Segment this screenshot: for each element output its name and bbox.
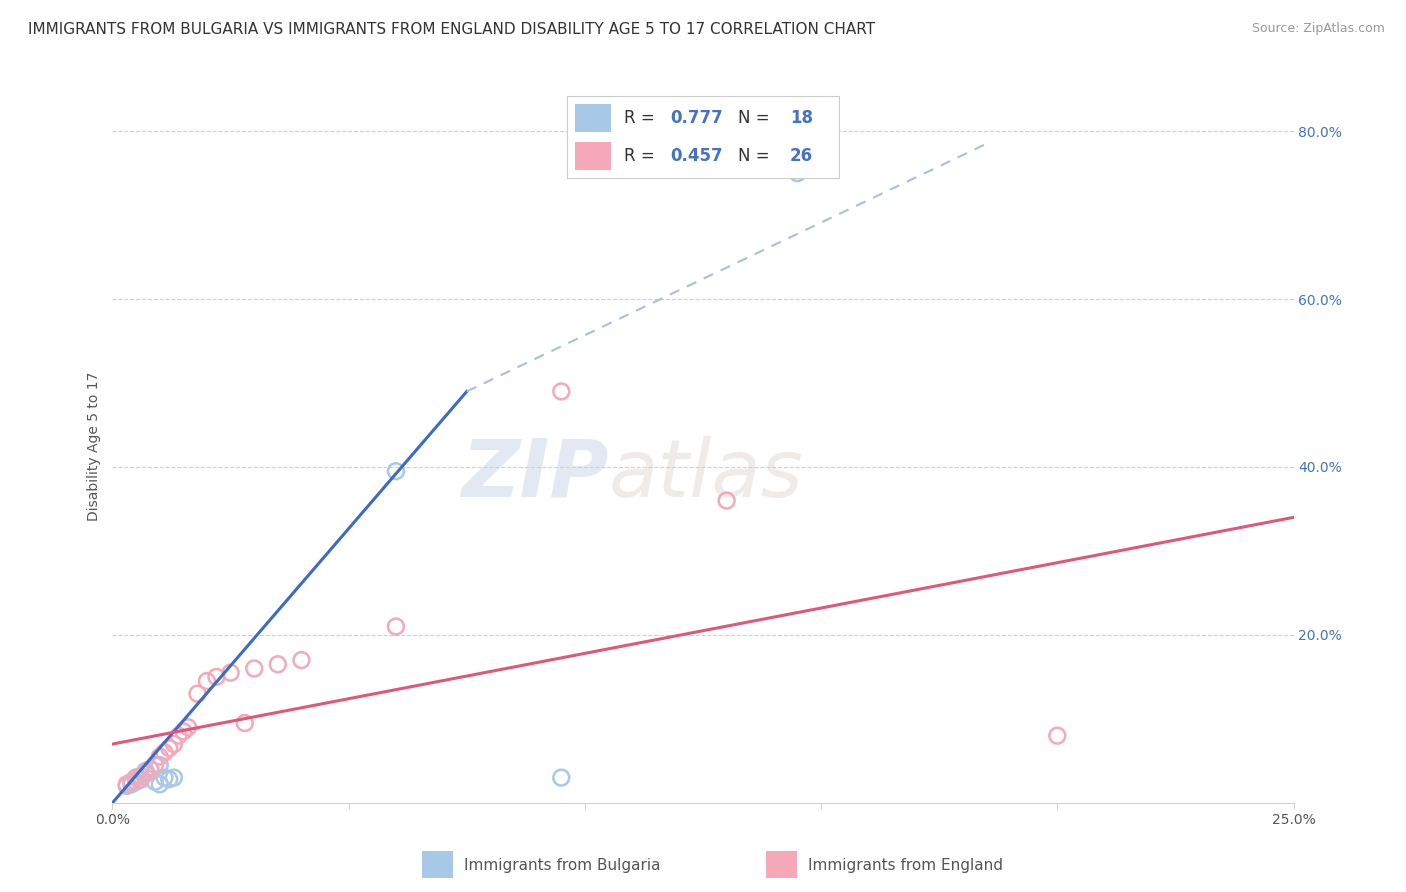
Point: [167, 729, 190, 743]
Point: [267, 657, 290, 672]
Point: [1046, 729, 1069, 743]
Point: [157, 772, 180, 787]
Point: [125, 771, 148, 785]
Point: [153, 771, 176, 785]
Point: [195, 674, 218, 689]
Point: [115, 779, 138, 793]
Point: [157, 741, 180, 756]
Point: [163, 737, 186, 751]
Point: [243, 661, 266, 675]
Point: [786, 166, 808, 180]
Point: [129, 772, 152, 787]
Point: [149, 758, 172, 772]
Point: [125, 771, 148, 785]
Point: [149, 777, 172, 791]
Point: [139, 762, 162, 776]
Point: [177, 720, 200, 734]
Text: Immigrants from Bulgaria: Immigrants from Bulgaria: [464, 858, 661, 872]
Point: [120, 774, 142, 789]
Point: [550, 771, 572, 785]
Text: IMMIGRANTS FROM BULGARIA VS IMMIGRANTS FROM ENGLAND DISABILITY AGE 5 TO 17 CORRE: IMMIGRANTS FROM BULGARIA VS IMMIGRANTS F…: [28, 22, 876, 37]
Point: [135, 764, 157, 778]
Point: [186, 687, 208, 701]
Point: [143, 758, 166, 772]
Point: [149, 749, 172, 764]
Point: [163, 771, 186, 785]
Point: [139, 762, 162, 776]
Point: [135, 766, 157, 780]
Point: [153, 746, 176, 760]
Text: Immigrants from England: Immigrants from England: [808, 858, 1004, 872]
Text: ZIP: ZIP: [461, 435, 609, 514]
Point: [115, 777, 138, 791]
Point: [120, 777, 142, 791]
Point: [205, 670, 228, 684]
Point: [135, 766, 157, 780]
Point: [385, 619, 408, 633]
Point: [550, 384, 572, 399]
Text: atlas: atlas: [609, 435, 803, 514]
Point: [716, 493, 738, 508]
Point: [233, 716, 256, 731]
Point: [290, 653, 312, 667]
Point: [129, 772, 152, 787]
Point: [125, 774, 148, 789]
Y-axis label: Disability Age 5 to 17: Disability Age 5 to 17: [87, 371, 101, 521]
Point: [172, 724, 194, 739]
Point: [385, 464, 408, 478]
Point: [219, 665, 242, 680]
Text: Source: ZipAtlas.com: Source: ZipAtlas.com: [1251, 22, 1385, 36]
Point: [129, 769, 152, 783]
Point: [143, 774, 166, 789]
